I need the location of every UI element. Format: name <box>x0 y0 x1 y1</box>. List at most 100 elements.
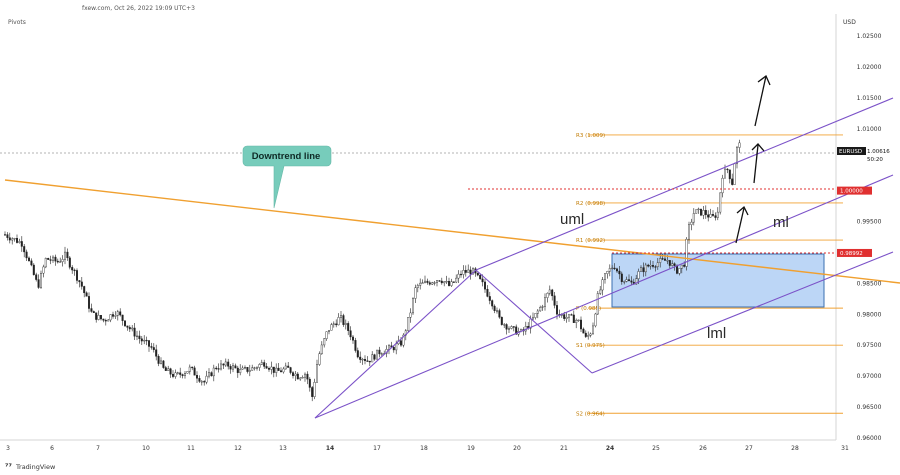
candle-body <box>75 270 78 281</box>
candle-body <box>236 367 239 373</box>
candle-body <box>536 310 539 314</box>
last-price-value: 1.00616 <box>867 149 890 155</box>
candle-body <box>222 363 225 366</box>
candle-body <box>296 373 299 380</box>
pivot-label: S1 (0.975) <box>576 343 605 349</box>
downtrend-line[interactable] <box>4 179 900 284</box>
candle-body <box>179 372 182 375</box>
candle-body <box>380 353 383 355</box>
candle-body <box>183 373 186 376</box>
candle-body <box>123 320 126 327</box>
pitchfork[interactable] <box>314 97 894 419</box>
candle-body <box>376 349 379 360</box>
pivot-levels: R3 (1.009) R2 (0.998) R1 (0.992) P (0.985) S… <box>576 133 843 417</box>
candle-body <box>164 367 167 371</box>
candle-body <box>234 365 237 369</box>
candle-body <box>455 277 458 283</box>
candle-body <box>613 267 616 270</box>
candle-body <box>618 270 621 275</box>
candle-body <box>253 367 256 369</box>
candle-body <box>25 251 28 259</box>
price-tick-label: 1.02500 <box>857 33 882 40</box>
candle-body <box>496 310 499 312</box>
time-tick-label: 6 <box>50 445 54 452</box>
time-tick-label: 26 <box>699 445 707 452</box>
candle-body <box>217 368 220 370</box>
candle-body <box>640 267 643 272</box>
candle-body <box>347 323 350 331</box>
tradingview-logo: ⁷⁷ TradingView <box>5 462 56 471</box>
candle-body <box>479 274 482 280</box>
candle-body <box>133 327 136 337</box>
candle-body <box>721 177 724 194</box>
candle-body <box>395 343 398 351</box>
candle-body <box>736 147 739 165</box>
indicator-label: Pivots <box>8 19 26 26</box>
candle-body <box>440 280 443 284</box>
candle-body <box>378 349 381 355</box>
candle-body <box>580 319 583 330</box>
candle-body <box>654 266 657 268</box>
candle-body <box>61 259 64 262</box>
candle-body <box>47 258 50 260</box>
candle-body <box>200 381 203 383</box>
price-axis[interactable]: 1.02500 1.02000 1.01500 1.01000 0.99500 0.985… <box>857 33 882 442</box>
candle-body <box>246 367 249 372</box>
pivot-label: R3 (1.009) <box>576 133 605 139</box>
candle-body <box>80 281 83 287</box>
candle-body <box>320 344 323 354</box>
time-tick-label: 24 <box>606 445 614 452</box>
candle-body <box>462 270 465 275</box>
price-tag-label: 1.00000 <box>840 189 863 195</box>
lml-label: lml <box>707 325 726 342</box>
pivot-label: P (0.985) <box>576 306 601 312</box>
candle-body <box>23 246 26 253</box>
candle-body <box>248 370 251 372</box>
candle-body <box>114 315 117 317</box>
arrow-up-icon <box>751 143 765 184</box>
candle-body <box>738 142 741 148</box>
median-line <box>314 174 894 419</box>
candle-body <box>171 373 174 377</box>
candle-body <box>131 327 134 330</box>
candle-body <box>258 364 261 368</box>
candle-body <box>719 192 722 213</box>
candle-body <box>488 296 491 301</box>
candle-body <box>44 258 47 268</box>
demand-zone-box[interactable] <box>611 253 825 308</box>
candle-body <box>508 328 511 330</box>
candle-body <box>95 312 98 320</box>
candle-body <box>491 300 494 307</box>
downtrend-callout[interactable]: Downtrend line <box>242 145 332 209</box>
candle-body <box>409 312 412 318</box>
time-tick-label: 3 <box>6 445 10 452</box>
lower-median-line <box>591 251 894 374</box>
candle-body <box>224 361 227 366</box>
candle-body <box>366 360 369 362</box>
ml-label: ml <box>773 214 789 231</box>
candle-body <box>152 347 155 350</box>
candle-body <box>714 215 717 218</box>
candle-body <box>28 257 31 262</box>
candle-body <box>210 372 213 377</box>
candle-body <box>671 263 674 266</box>
candle-body <box>121 314 124 321</box>
price-tag-bg <box>837 186 872 195</box>
candle-body <box>56 260 59 263</box>
candle-body <box>690 221 693 225</box>
candle-body <box>92 311 95 313</box>
candle-body <box>344 323 347 325</box>
candle-body <box>359 356 362 360</box>
candle-body <box>416 285 419 288</box>
candle-body <box>193 367 196 376</box>
candle-body <box>412 298 415 314</box>
candle-body <box>589 333 592 336</box>
time-axis[interactable]: 3 6 7 10 11 12 13 14 17 18 19 20 21 24 25 26 27 28 31 <box>6 445 849 452</box>
candle-body <box>668 260 671 266</box>
candle-body <box>107 319 110 322</box>
candle-body <box>126 325 129 328</box>
candle-body <box>438 280 441 282</box>
time-tick-label: 20 <box>513 445 521 452</box>
candle-body <box>3 234 6 236</box>
